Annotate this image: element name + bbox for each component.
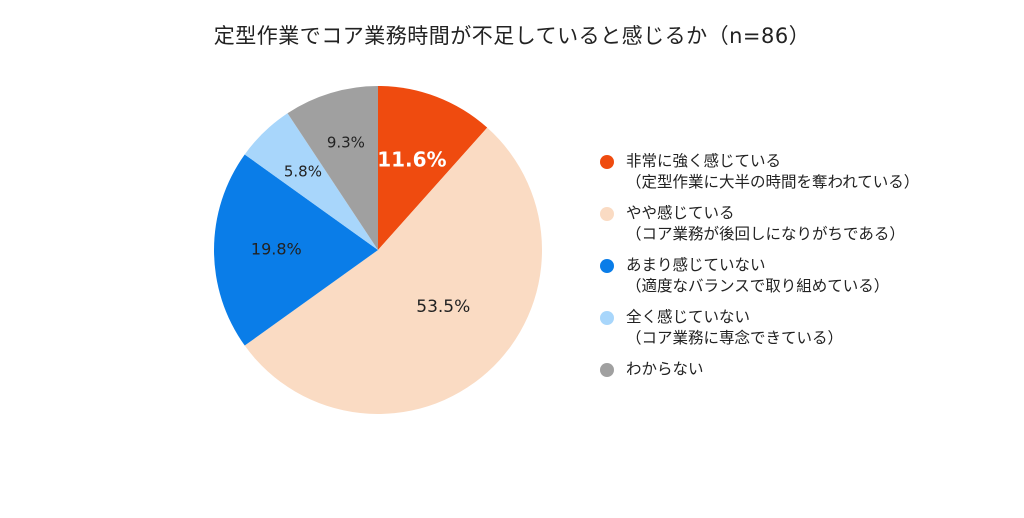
slice-label-unknown: 9.3% <box>327 134 365 152</box>
legend-text: 非常に強く感じている （定型作業に大半の時間を奪われている） <box>626 151 919 193</box>
slice-label-not-much: 19.8% <box>251 240 302 259</box>
legend: 非常に強く感じている （定型作業に大半の時間を奪われている） やや感じている （… <box>600 151 1020 411</box>
legend-sublabel: （コア業務に専念できている） <box>626 329 844 347</box>
legend-label: 非常に強く感じている <box>626 152 782 170</box>
pie-slice-not-much <box>214 154 378 346</box>
legend-marker-not-much <box>600 259 614 273</box>
legend-label: 全く感じていない <box>626 308 751 326</box>
legend-label: あまり感じていない <box>626 256 766 274</box>
slice-label-not-at-all: 5.8% <box>284 163 322 181</box>
chart-title: 定型作業でコア業務時間が不足していると感じるか（n=86） <box>213 24 811 48</box>
pie-slice-not-at-all <box>244 113 378 250</box>
legend-sublabel: （定型作業に大半の時間を奪われている） <box>626 173 920 191</box>
pie-slice-somewhat <box>244 127 543 415</box>
legend-text: やや感じている （コア業務が後回しになりがちである） <box>626 203 905 245</box>
pie-slice-very-strong <box>378 86 488 250</box>
legend-label: やや感じている <box>626 204 735 222</box>
pie-slice-unknown <box>287 86 378 250</box>
legend-sublabel: （適度なバランスで取り組めている） <box>626 277 890 295</box>
legend-item-very-strong: 非常に強く感じている （定型作業に大半の時間を奪われている） <box>600 151 1020 203</box>
legend-text: あまり感じていない （適度なバランスで取り組めている） <box>626 255 889 297</box>
legend-marker-not-at-all <box>600 311 614 325</box>
legend-sublabel: （コア業務が後回しになりがちである） <box>626 225 905 243</box>
legend-marker-unknown <box>600 363 614 377</box>
legend-marker-somewhat <box>600 207 614 221</box>
legend-item-not-at-all: 全く感じていない （コア業務に専念できている） <box>600 307 1020 359</box>
legend-text: 全く感じていない （コア業務に専念できている） <box>626 307 843 349</box>
legend-item-somewhat: やや感じている （コア業務が後回しになりがちである） <box>600 203 1020 255</box>
legend-text: わからない <box>626 359 704 380</box>
legend-item-not-much: あまり感じていない （適度なバランスで取り組めている） <box>600 255 1020 307</box>
slice-label-very-strong: 11.6% <box>377 148 446 172</box>
legend-label: わからない <box>626 360 704 378</box>
legend-marker-very-strong <box>600 155 614 169</box>
slice-label-somewhat: 53.5% <box>416 297 470 317</box>
legend-item-unknown: わからない <box>600 359 1020 411</box>
